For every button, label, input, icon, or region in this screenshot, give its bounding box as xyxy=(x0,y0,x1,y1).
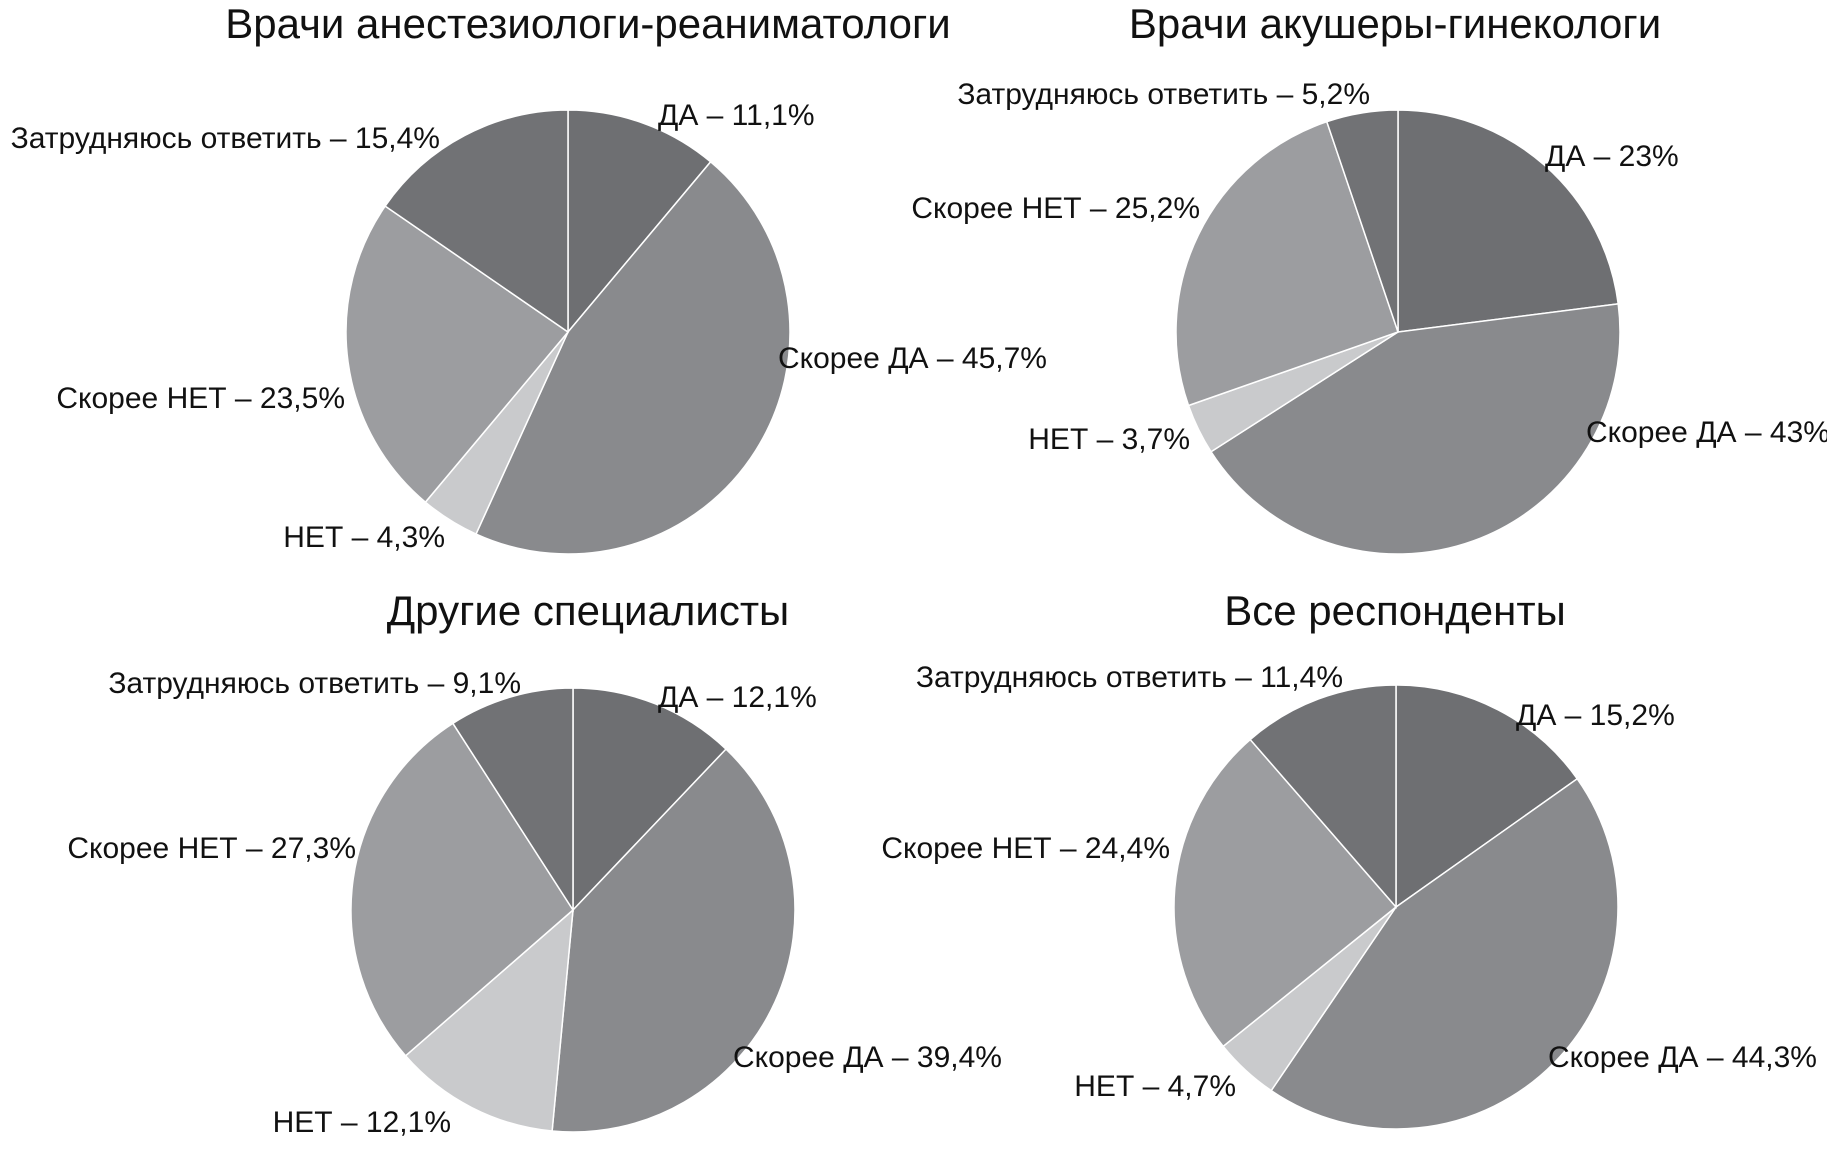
slice-label: НЕТ – 4,7% xyxy=(1074,1070,1236,1103)
slice-label: Скорее ДА – 39,4% xyxy=(733,1041,1002,1074)
slice-label: Скорее ДА – 43% xyxy=(1586,416,1827,449)
chart-title: Все респонденты xyxy=(1224,587,1566,634)
pie-chart-4: Все респонденты ДА – 15,2% Скорее ДА – 44,… xyxy=(881,587,1817,1130)
pie-chart-3: Другие специалисты ДА – 12,1% Скорее ДА – … xyxy=(67,587,1002,1139)
pie-slice xyxy=(551,748,796,1133)
pie-slice xyxy=(1175,120,1399,407)
slice-label: ДА – 12,1% xyxy=(658,681,817,714)
slice-label: Затрудняюсь ответить – 9,1% xyxy=(108,667,521,700)
slice-label: Затрудняюсь ответить – 15,4% xyxy=(11,122,440,155)
pie-slice xyxy=(384,109,569,334)
slice-label: ДА – 15,2% xyxy=(1516,699,1675,732)
slice-label: Затрудняюсь ответить – 11,4% xyxy=(916,661,1343,694)
slice-label: НЕТ – 4,3% xyxy=(283,521,445,554)
pie-slice xyxy=(1210,303,1621,555)
pie-slice xyxy=(1249,684,1397,910)
chart-title: Врачи анестезиологи-реаниматологи xyxy=(225,0,951,47)
pie-slice xyxy=(1270,777,1619,1130)
slice-label: Скорее НЕТ – 25,2% xyxy=(911,192,1200,225)
pie-slice xyxy=(404,908,574,1132)
slice-label: Затрудняюсь ответить – 5,2% xyxy=(957,78,1370,111)
slice-label: ДА – 11,1% xyxy=(658,99,815,132)
chart-title: Врачи акушеры-гинекологи xyxy=(1129,0,1661,47)
slice-label: Скорее ДА – 44,3% xyxy=(1548,1041,1817,1074)
slice-label: ДА – 23% xyxy=(1545,140,1679,173)
slice-label: Скорее НЕТ – 23,5% xyxy=(56,382,345,415)
pie-slice xyxy=(1395,684,1579,909)
pie-slice xyxy=(1173,738,1398,1048)
chart-title: Другие специалисты xyxy=(387,587,790,634)
slice-label: НЕТ – 12,1% xyxy=(273,1106,451,1139)
slice-label: Скорее НЕТ – 24,4% xyxy=(881,832,1170,865)
slice-label: НЕТ – 3,7% xyxy=(1028,423,1190,456)
pie-slice xyxy=(567,109,712,335)
pie-chart-2: Врачи акушеры-гинекологи ДА – 23% Скорее Д… xyxy=(911,0,1827,555)
pie-slice xyxy=(1325,109,1399,333)
pie-slice xyxy=(1397,109,1620,333)
pie-slice xyxy=(350,722,574,1057)
slice-label: Скорее ДА – 45,7% xyxy=(778,342,1047,375)
pie-slice xyxy=(345,205,570,504)
pie-slice xyxy=(475,160,791,555)
slice-label: Скорее НЕТ – 27,3% xyxy=(67,832,356,865)
pie-slice xyxy=(572,687,728,912)
pie-slice xyxy=(451,687,574,913)
pie-chart-1: Врачи анестезиологи-реаниматологи ДА – 11… xyxy=(11,0,1047,555)
